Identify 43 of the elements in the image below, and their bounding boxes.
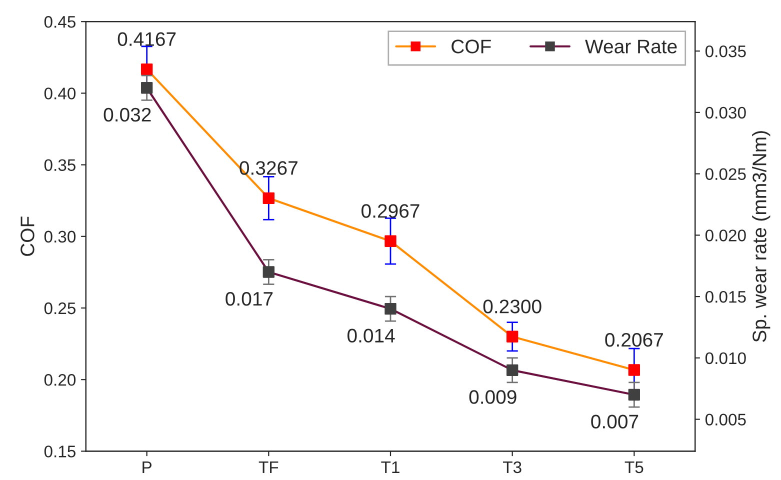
y-tick-label: 0.35 bbox=[44, 159, 76, 172]
point bbox=[628, 388, 640, 401]
x-tick-label: T1 bbox=[381, 462, 400, 473]
x-tick-label: TF bbox=[258, 462, 278, 473]
point bbox=[262, 266, 275, 278]
x-tick-label: T5 bbox=[624, 462, 644, 474]
y-tick-label: 0.45 bbox=[44, 16, 76, 28]
y-tick-label: 0.20 bbox=[44, 374, 76, 386]
point bbox=[262, 192, 275, 204]
point bbox=[140, 63, 153, 76]
y2-tick-label: 0.005 bbox=[705, 414, 746, 426]
y-axis-title: COF bbox=[20, 216, 34, 256]
data-label: 0.2967 bbox=[362, 204, 420, 218]
y2-tick-label: 0.020 bbox=[705, 230, 746, 242]
y-tick-label: 0.25 bbox=[44, 302, 76, 314]
y-tick-label: 0.40 bbox=[44, 88, 76, 100]
point bbox=[506, 330, 518, 342]
point bbox=[628, 364, 640, 376]
legend-label: Wear Rate bbox=[585, 40, 677, 54]
point bbox=[384, 235, 396, 247]
data-label: 0.3267 bbox=[240, 161, 298, 175]
data-label: 0.017 bbox=[226, 292, 273, 306]
x-tick-label: P bbox=[142, 462, 152, 473]
point bbox=[140, 82, 153, 94]
data-label: 0.4167 bbox=[118, 32, 176, 46]
point bbox=[384, 302, 396, 315]
y2-tick-label: 0.035 bbox=[705, 45, 746, 58]
x-tick-label: T3 bbox=[502, 461, 522, 474]
y2-tick-label: 0.030 bbox=[705, 106, 746, 119]
data-label: 0.014 bbox=[347, 328, 395, 343]
y2-tick-label: 0.010 bbox=[705, 352, 746, 364]
y2-axis-title: Sp. wear rate (mm3/Nm) bbox=[752, 131, 770, 342]
data-label: 0.009 bbox=[469, 390, 516, 404]
data-label: 0.2067 bbox=[605, 332, 663, 347]
legend-label: COF bbox=[452, 40, 491, 54]
y2-tick-label: 0.025 bbox=[705, 168, 746, 180]
point bbox=[506, 364, 518, 376]
y2-tick-label: 0.015 bbox=[705, 290, 746, 303]
data-label: 0.032 bbox=[104, 108, 151, 122]
y-tick-label: 0.15 bbox=[44, 446, 76, 458]
y-tick-label: 0.30 bbox=[44, 230, 76, 243]
data-label: 0.2300 bbox=[483, 300, 542, 314]
data-label: 0.007 bbox=[591, 414, 638, 428]
